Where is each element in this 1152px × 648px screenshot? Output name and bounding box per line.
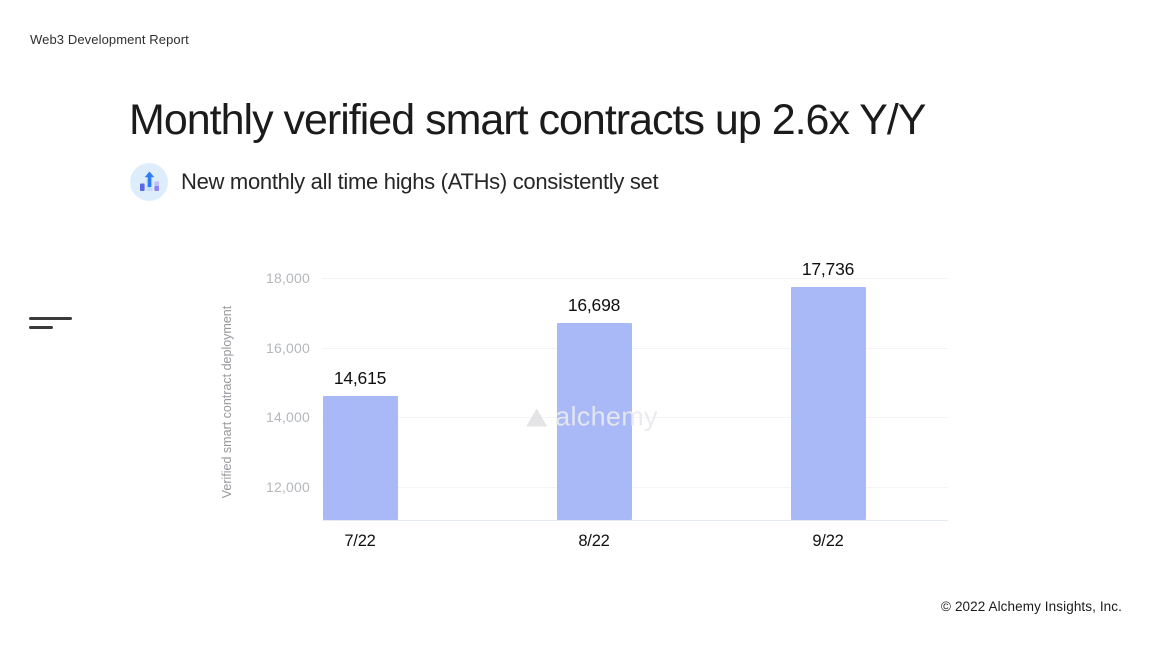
copyright-text: © 2022 Alchemy Insights, Inc. [941, 599, 1122, 614]
bar-value-label: 14,615 [333, 367, 387, 388]
plot-area: alchemy 14,615 16,698 17,736 [322, 259, 948, 521]
slide-subtitle: New monthly all time highs (ATHs) consis… [181, 169, 659, 194]
page-title: Monthly verified smart contracts up 2.6x… [129, 96, 926, 144]
x-axis-label: 7/22 [344, 532, 376, 550]
bar-chart-rising-icon [130, 163, 168, 201]
subtitle-row: New monthly all time highs (ATHs) consis… [130, 163, 659, 201]
bar-7/22 [322, 395, 398, 520]
x-axis-label: 9/22 [812, 532, 844, 550]
gridline-16,000 [322, 347, 948, 349]
gridline-18,000 [322, 278, 948, 280]
bar-9/22 [790, 287, 866, 520]
bar-value-label: 17,736 [801, 259, 855, 280]
x-axis-label: 8/22 [578, 532, 610, 550]
gridline-12,000 [322, 486, 948, 488]
gridline-14,000 [322, 417, 948, 419]
menu-handle-icon[interactable] [29, 315, 73, 331]
x-axis-line [322, 520, 948, 521]
report-label: Web3 Development Report [30, 32, 189, 47]
handle-line-long [29, 317, 72, 320]
y-tick-label: 14,000 [265, 409, 310, 426]
y-tick-label: 18,000 [265, 270, 310, 287]
y-tick-label: 16,000 [265, 339, 310, 356]
handle-line-short [29, 326, 53, 329]
y-tick-label: 12,000 [265, 478, 310, 495]
bar-value-label: 16,698 [567, 295, 621, 316]
bar-8/22 [556, 323, 632, 520]
